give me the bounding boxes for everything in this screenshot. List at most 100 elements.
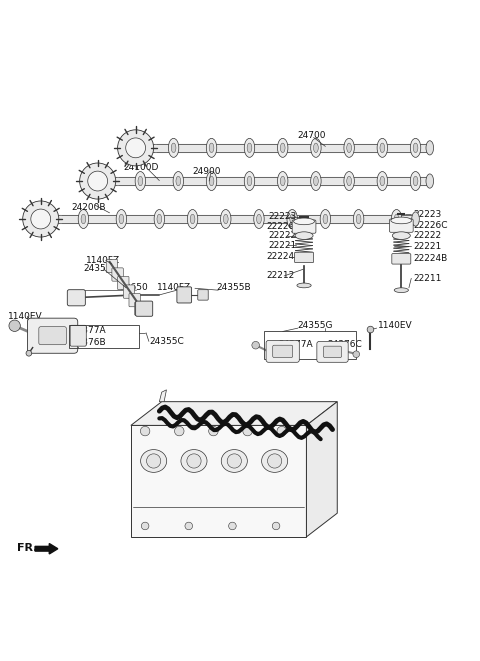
FancyBboxPatch shape: [324, 346, 342, 358]
Circle shape: [126, 138, 145, 158]
Ellipse shape: [313, 176, 318, 186]
Ellipse shape: [295, 232, 313, 239]
Circle shape: [9, 320, 20, 331]
Text: 22224B: 22224B: [413, 254, 447, 263]
Ellipse shape: [206, 172, 217, 190]
Ellipse shape: [190, 214, 195, 224]
Text: 22224B: 22224B: [266, 253, 300, 262]
Circle shape: [175, 426, 184, 436]
Ellipse shape: [254, 210, 264, 229]
Text: 1140EV: 1140EV: [8, 312, 42, 321]
FancyBboxPatch shape: [136, 301, 153, 316]
FancyBboxPatch shape: [177, 287, 192, 303]
Polygon shape: [306, 402, 337, 537]
Circle shape: [209, 426, 218, 436]
Ellipse shape: [392, 232, 410, 239]
Ellipse shape: [347, 143, 351, 153]
Text: FR.: FR.: [17, 543, 37, 553]
Ellipse shape: [410, 138, 421, 157]
Ellipse shape: [220, 210, 231, 229]
Ellipse shape: [353, 210, 364, 229]
Ellipse shape: [81, 214, 86, 224]
Text: 22226C: 22226C: [266, 221, 300, 231]
Ellipse shape: [157, 214, 162, 224]
FancyBboxPatch shape: [266, 340, 300, 362]
Text: 24700: 24700: [297, 130, 325, 139]
Text: 24377A: 24377A: [71, 326, 106, 335]
FancyArrow shape: [35, 543, 58, 554]
Ellipse shape: [135, 172, 145, 190]
Text: 22222: 22222: [413, 231, 441, 240]
Ellipse shape: [168, 138, 179, 157]
Text: 22223: 22223: [413, 210, 442, 219]
Circle shape: [141, 522, 149, 529]
Ellipse shape: [344, 172, 354, 190]
Ellipse shape: [426, 174, 433, 188]
Ellipse shape: [290, 214, 295, 224]
Text: 1140FZ: 1140FZ: [86, 256, 120, 265]
FancyBboxPatch shape: [123, 285, 135, 298]
Text: 24355C: 24355C: [150, 337, 185, 346]
Ellipse shape: [313, 143, 318, 153]
Ellipse shape: [154, 210, 165, 229]
Circle shape: [252, 342, 260, 349]
Circle shape: [272, 522, 280, 529]
Text: 22222: 22222: [268, 231, 297, 240]
Ellipse shape: [413, 143, 418, 153]
FancyBboxPatch shape: [273, 345, 293, 358]
FancyBboxPatch shape: [295, 253, 313, 262]
Ellipse shape: [209, 143, 214, 153]
FancyBboxPatch shape: [70, 325, 86, 346]
Text: 1140FZ: 1140FZ: [157, 284, 191, 292]
FancyBboxPatch shape: [317, 342, 348, 362]
Text: 24376C: 24376C: [328, 340, 362, 349]
Ellipse shape: [171, 143, 176, 153]
Ellipse shape: [294, 218, 314, 225]
Circle shape: [80, 163, 116, 199]
Ellipse shape: [413, 176, 418, 186]
Ellipse shape: [146, 454, 161, 468]
Ellipse shape: [247, 143, 252, 153]
FancyBboxPatch shape: [392, 254, 411, 264]
Ellipse shape: [412, 212, 420, 226]
Ellipse shape: [280, 143, 285, 153]
Ellipse shape: [257, 214, 261, 224]
Ellipse shape: [209, 176, 214, 186]
Ellipse shape: [377, 172, 387, 190]
FancyBboxPatch shape: [106, 259, 118, 272]
Ellipse shape: [138, 176, 143, 186]
Circle shape: [185, 522, 192, 529]
Circle shape: [277, 426, 287, 436]
Text: 22212: 22212: [266, 272, 294, 280]
Text: 39650: 39650: [119, 284, 148, 292]
Ellipse shape: [347, 176, 351, 186]
Ellipse shape: [78, 210, 89, 229]
Bar: [69, 325, 139, 348]
Ellipse shape: [116, 210, 127, 229]
Ellipse shape: [311, 172, 321, 190]
Text: 24900: 24900: [192, 167, 221, 176]
Text: 22226C: 22226C: [413, 221, 448, 229]
Ellipse shape: [380, 143, 384, 153]
Ellipse shape: [187, 454, 201, 468]
Text: 24377A: 24377A: [278, 340, 312, 349]
FancyBboxPatch shape: [129, 293, 140, 307]
Text: 1140EV: 1140EV: [378, 321, 412, 330]
Text: 24200B: 24200B: [72, 203, 106, 212]
FancyBboxPatch shape: [198, 290, 208, 300]
FancyBboxPatch shape: [112, 268, 123, 281]
Polygon shape: [131, 402, 337, 426]
Circle shape: [31, 209, 51, 229]
Ellipse shape: [206, 138, 217, 157]
Ellipse shape: [356, 214, 361, 224]
Ellipse shape: [187, 210, 198, 229]
Circle shape: [367, 327, 374, 333]
FancyBboxPatch shape: [292, 220, 316, 233]
Text: 22223: 22223: [268, 212, 297, 221]
Circle shape: [228, 522, 236, 529]
Circle shape: [353, 351, 360, 358]
Polygon shape: [131, 426, 306, 537]
Text: 24355G: 24355G: [297, 321, 333, 330]
Circle shape: [88, 171, 108, 191]
Ellipse shape: [173, 172, 183, 190]
